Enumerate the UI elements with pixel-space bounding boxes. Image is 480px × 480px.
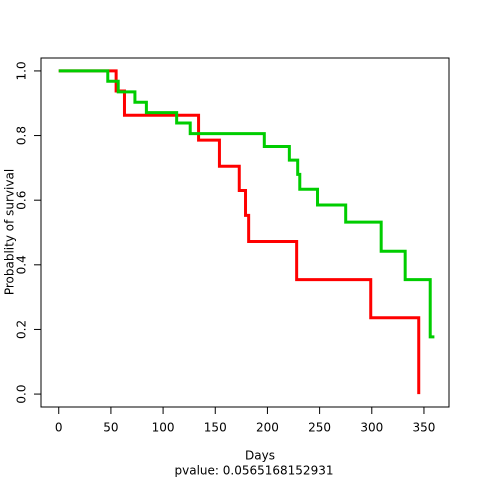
x-tick-label: 50: [103, 421, 118, 435]
subtitle: pvalue: 0.0565168152931: [175, 464, 334, 478]
x-tick-label: 250: [308, 421, 331, 435]
x-tick-label: 150: [204, 421, 227, 435]
survival-curve: [58, 69, 435, 339]
y-tick-label: 1.0: [15, 61, 29, 80]
x-axis-label: Days: [245, 449, 275, 463]
plot-box: [40, 57, 450, 408]
x-tick-label: 300: [360, 421, 383, 435]
x-tick-label: 100: [152, 421, 175, 435]
x-tick-label: 200: [256, 421, 279, 435]
y-tick-label: 0.0: [15, 385, 29, 404]
x-tick-label: 0: [55, 421, 63, 435]
y-tick-label: 0.4: [15, 255, 29, 274]
survival-curve: [58, 69, 421, 395]
y-axis-label: Probablity of survival: [3, 169, 17, 295]
y-tick-label: 0.2: [15, 320, 29, 339]
y-tick-label: 0.8: [15, 126, 29, 145]
y-tick-label: 0.6: [15, 191, 29, 210]
x-tick-label: 350: [413, 421, 436, 435]
